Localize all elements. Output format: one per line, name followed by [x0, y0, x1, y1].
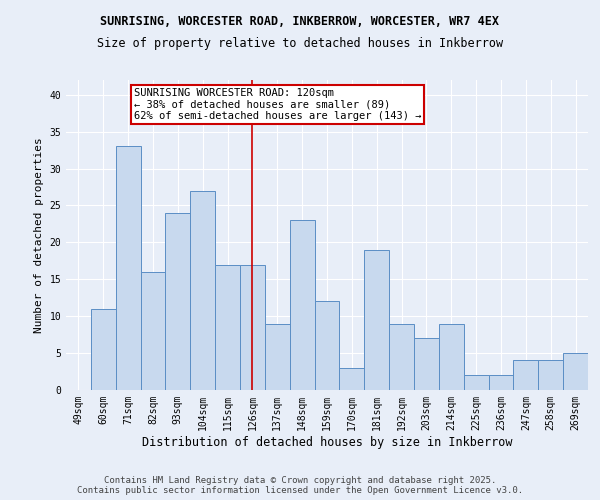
Bar	[116, 146, 140, 390]
Text: Size of property relative to detached houses in Inkberrow: Size of property relative to detached ho…	[97, 38, 503, 51]
Bar	[215, 264, 240, 390]
Bar	[563, 353, 588, 390]
Bar	[364, 250, 389, 390]
Bar	[190, 190, 215, 390]
Bar	[166, 213, 190, 390]
Bar	[488, 375, 514, 390]
Bar	[514, 360, 538, 390]
Bar	[91, 309, 116, 390]
Bar	[340, 368, 364, 390]
Y-axis label: Number of detached properties: Number of detached properties	[34, 137, 44, 333]
Bar	[439, 324, 464, 390]
Text: Contains HM Land Registry data © Crown copyright and database right 2025.
Contai: Contains HM Land Registry data © Crown c…	[77, 476, 523, 495]
Bar	[314, 302, 340, 390]
X-axis label: Distribution of detached houses by size in Inkberrow: Distribution of detached houses by size …	[142, 436, 512, 448]
Bar	[265, 324, 290, 390]
Bar	[140, 272, 166, 390]
Bar	[290, 220, 314, 390]
Bar	[464, 375, 488, 390]
Text: SUNRISING, WORCESTER ROAD, INKBERROW, WORCESTER, WR7 4EX: SUNRISING, WORCESTER ROAD, INKBERROW, WO…	[101, 15, 499, 28]
Text: SUNRISING WORCESTER ROAD: 120sqm
← 38% of detached houses are smaller (89)
62% o: SUNRISING WORCESTER ROAD: 120sqm ← 38% o…	[134, 88, 421, 121]
Bar	[414, 338, 439, 390]
Bar	[240, 264, 265, 390]
Bar	[389, 324, 414, 390]
Bar	[538, 360, 563, 390]
